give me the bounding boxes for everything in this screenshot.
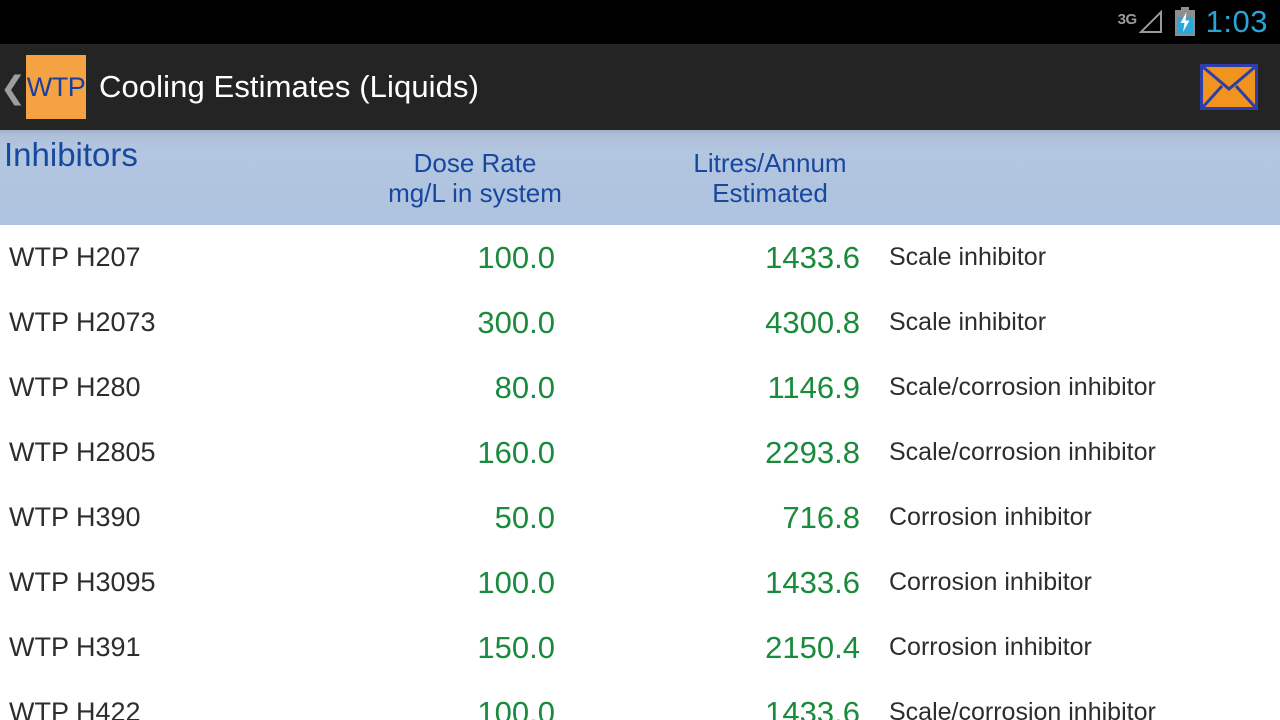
- table-row[interactable]: WTP H391 150.0 2150.4 Corrosion inhibitor: [0, 615, 1280, 680]
- app-logo-label: WTP: [26, 71, 86, 102]
- action-bar: ❮ WTP Cooling Estimates (Liquids): [0, 44, 1280, 130]
- litres-annum-value: 1146.9: [767, 369, 860, 405]
- dose-rate-value: 100.0: [477, 694, 555, 720]
- inhibitor-description: Scale/corrosion inhibitor: [889, 438, 1156, 466]
- table-row[interactable]: WTP H2805 160.0 2293.8 Scale/corrosion inhi…: [0, 420, 1280, 485]
- status-bar: 3G 1:03: [0, 0, 1280, 44]
- inhibitor-description: Scale inhibitor: [889, 243, 1047, 271]
- table-row[interactable]: WTP H2073 300.0 4300.8 Scale inhibitor: [0, 290, 1280, 355]
- inhibitor-description: Corrosion inhibitor: [889, 568, 1092, 596]
- inhibitor-description: Scale/corrosion inhibitor: [889, 698, 1156, 720]
- inhibitor-name: WTP H3095: [9, 567, 156, 597]
- litres-annum-value: 1433.6: [765, 564, 860, 600]
- column-header-litres-annum-line2: Estimated: [712, 178, 828, 208]
- inhibitor-description: Corrosion inhibitor: [889, 633, 1092, 661]
- column-header-dose-rate-line1: Dose Rate: [413, 148, 537, 178]
- dose-rate-value: 150.0: [477, 629, 555, 665]
- litres-annum-value: 1433.6: [765, 239, 860, 275]
- inhibitor-description: Scale inhibitor: [889, 308, 1047, 336]
- dose-rate-value: 100.0: [477, 564, 555, 600]
- dose-rate-value: 80.0: [494, 369, 555, 405]
- table-row[interactable]: WTP H390 50.0 716.8 Corrosion inhibitor: [0, 485, 1280, 550]
- mail-envelope-icon[interactable]: [1200, 64, 1258, 110]
- litres-annum-value: 1433.6: [765, 694, 860, 720]
- inhibitor-name: WTP H207: [9, 242, 141, 272]
- back-chevron-icon[interactable]: ❮: [0, 69, 26, 105]
- table-row[interactable]: WTP H3095 100.0 1433.6 Corrosion inhibitor: [0, 550, 1280, 615]
- column-header-dose-rate: Dose Rate mg/L in system: [330, 148, 620, 208]
- column-header-litres-annum-line1: Litres/Annum: [693, 148, 847, 178]
- table-header: Inhibitors Dose Rate mg/L in system Litr…: [0, 130, 1280, 225]
- signal-triangle-icon: [1138, 9, 1164, 35]
- dose-rate-value: 160.0: [477, 434, 555, 470]
- page-title: Cooling Estimates (Liquids): [99, 69, 480, 104]
- inhibitor-description: Scale/corrosion inhibitor: [889, 373, 1156, 401]
- table-row[interactable]: WTP H280 80.0 1146.9 Scale/corrosion inhibi…: [0, 355, 1280, 420]
- table-header-title: Inhibitors: [4, 136, 138, 173]
- inhibitor-name: WTP H2073: [9, 307, 156, 337]
- dose-rate-value: 300.0: [477, 304, 555, 340]
- column-header-dose-rate-line2: mg/L in system: [388, 178, 562, 208]
- app-logo-button[interactable]: WTP: [26, 55, 86, 119]
- column-header-litres-annum: Litres/Annum Estimated: [625, 148, 915, 208]
- inhibitor-name: WTP H390: [9, 502, 141, 532]
- litres-annum-value: 2150.4: [765, 629, 860, 665]
- signal-indicator: 3G: [1118, 9, 1164, 35]
- network-type-label: 3G: [1117, 11, 1138, 28]
- inhibitor-name: WTP H422: [9, 697, 141, 720]
- litres-annum-value: 4300.8: [765, 304, 860, 340]
- dose-rate-value: 100.0: [477, 239, 555, 275]
- battery-charging-icon: [1174, 7, 1196, 37]
- inhibitor-name: WTP H280: [9, 372, 141, 402]
- table-row[interactable]: WTP H207 100.0 1433.6 Scale inhibitor: [0, 225, 1280, 290]
- inhibitor-description: Corrosion inhibitor: [889, 503, 1092, 531]
- litres-annum-value: 716.8: [782, 499, 860, 535]
- inhibitor-name: WTP H391: [9, 632, 141, 662]
- litres-annum-value: 2293.8: [765, 434, 860, 470]
- status-bar-clock: 1:03: [1205, 3, 1268, 39]
- inhibitor-name: WTP H2805: [9, 437, 156, 467]
- table-row[interactable]: WTP H422 100.0 1433.6 Scale/corrosion inhib…: [0, 680, 1280, 720]
- inhibitors-list[interactable]: WTP H207 100.0 1433.6 Scale inhibitor WTP H2…: [0, 225, 1280, 720]
- dose-rate-value: 50.0: [494, 499, 555, 535]
